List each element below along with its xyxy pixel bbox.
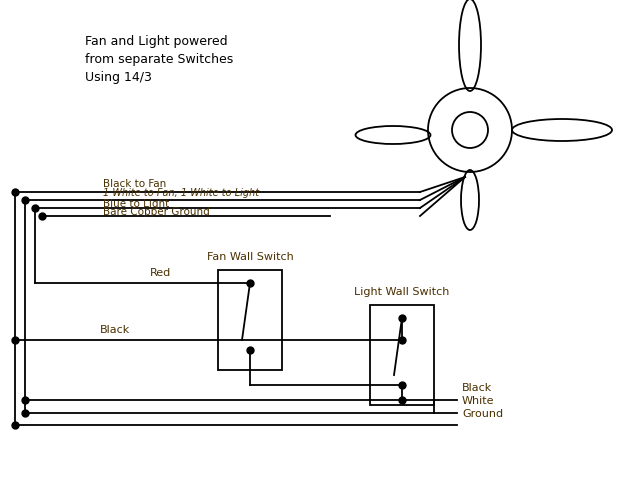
Text: Red: Red [150,268,172,278]
Bar [370,305,434,405]
Bar [218,270,282,370]
Text: Blue to Light: Blue to Light [103,199,169,209]
Text: Black: Black [100,325,131,335]
Text: Using 14/3: Using 14/3 [85,71,152,84]
Text: Bare Copper Ground: Bare Copper Ground [103,207,210,217]
Text: from separate Switches: from separate Switches [85,53,233,66]
Text: Light Wall Switch: Light Wall Switch [355,287,450,297]
Text: Fan and Light powered: Fan and Light powered [85,35,228,48]
Text: Black: Black [462,383,492,393]
Text: Fan Wall Switch: Fan Wall Switch [207,252,293,262]
Text: White: White [462,396,495,406]
Text: Black to Fan: Black to Fan [103,179,166,189]
Text: 1 White to Fan, 1 White to Light: 1 White to Fan, 1 White to Light [103,188,259,198]
Text: Ground: Ground [462,409,503,419]
